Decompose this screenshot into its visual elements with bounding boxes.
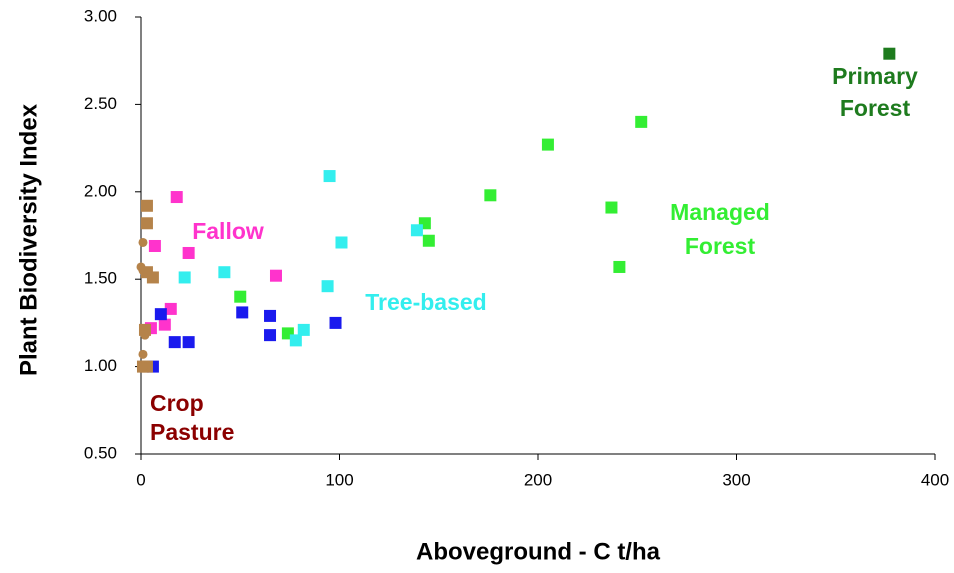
- point: [140, 217, 153, 230]
- point: [146, 271, 159, 284]
- point: [138, 265, 148, 275]
- y-tick-label: 2.00: [84, 181, 117, 200]
- annotation: Fallow: [192, 218, 264, 244]
- point: [605, 201, 618, 214]
- point: [168, 336, 181, 349]
- x-axis-title: Aboveground - C t/ha: [416, 538, 661, 565]
- point: [335, 236, 348, 249]
- point: [422, 234, 435, 247]
- annotation: Crop: [150, 390, 204, 416]
- y-tick-label: 1.50: [84, 269, 117, 288]
- point: [635, 115, 648, 128]
- point: [264, 329, 277, 342]
- point: [140, 199, 153, 212]
- annotation: Managed: [670, 199, 770, 225]
- y-tick-label: 3.00: [84, 6, 117, 25]
- y-tick-label: 0.50: [84, 443, 117, 462]
- point: [182, 336, 195, 349]
- point: [297, 323, 310, 336]
- point: [321, 280, 334, 293]
- point: [289, 334, 302, 347]
- y-axis-title: Plant Biodiversity Index: [15, 103, 42, 376]
- x-tick-label: 400: [921, 470, 949, 489]
- point: [236, 306, 249, 319]
- point: [178, 271, 191, 284]
- annotation: Primary: [832, 63, 918, 89]
- point: [329, 316, 342, 329]
- x-tick-label: 200: [524, 470, 552, 489]
- annotation: Forest: [840, 95, 911, 121]
- point: [234, 290, 247, 303]
- point: [269, 269, 282, 282]
- point: [883, 47, 896, 60]
- point: [613, 260, 626, 273]
- point: [541, 138, 554, 151]
- point: [164, 302, 177, 315]
- point: [484, 189, 497, 202]
- point: [158, 318, 171, 331]
- y-tick-label: 1.00: [84, 356, 117, 375]
- point: [182, 246, 195, 259]
- point: [154, 308, 167, 321]
- point: [138, 349, 148, 359]
- point: [410, 224, 423, 237]
- x-tick-label: 0: [136, 470, 145, 489]
- x-tick-label: 100: [325, 470, 353, 489]
- point: [323, 170, 336, 183]
- annotation: Forest: [685, 233, 756, 259]
- point: [138, 237, 148, 247]
- point: [218, 266, 231, 279]
- annotation: Tree-based: [365, 289, 486, 315]
- point: [170, 191, 183, 204]
- x-tick-label: 300: [722, 470, 750, 489]
- point: [264, 309, 277, 322]
- y-tick-label: 2.50: [84, 94, 117, 113]
- point: [138, 362, 148, 372]
- annotation: Pasture: [150, 419, 234, 445]
- point: [140, 330, 150, 340]
- point: [148, 239, 161, 252]
